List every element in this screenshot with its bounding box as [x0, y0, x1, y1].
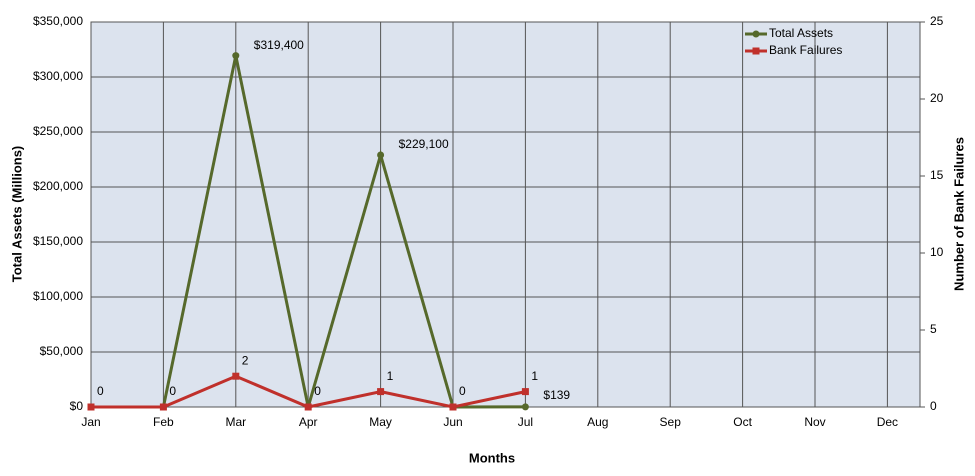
y-tick-label: $250,000 — [33, 124, 83, 138]
legend-marker — [752, 30, 760, 38]
data-label: 2 — [242, 353, 249, 367]
x-axis-label: Months — [469, 450, 515, 465]
y2-tick-label: 0 — [930, 399, 937, 413]
y-tick-label: $150,000 — [33, 234, 83, 248]
data-label: 0 — [97, 384, 104, 398]
marker — [377, 388, 385, 396]
data-label: $319,400 — [254, 38, 304, 52]
legend-label: Total Assets — [769, 26, 833, 40]
y-tick-label: $350,000 — [33, 14, 83, 28]
y-tick-label: $50,000 — [40, 344, 84, 358]
x-tick-label: Jan — [81, 415, 100, 429]
data-label: 0 — [459, 384, 466, 398]
y2-tick-label: 25 — [930, 14, 944, 28]
x-tick-label: Mar — [225, 415, 246, 429]
marker — [304, 403, 312, 411]
marker — [232, 52, 240, 60]
plot-area — [90, 21, 921, 408]
x-tick-label: Oct — [733, 415, 752, 429]
marker — [232, 372, 240, 380]
y-tick-label: $200,000 — [33, 179, 83, 193]
y2-tick-label: 20 — [930, 91, 944, 105]
marker — [521, 388, 529, 396]
marker — [449, 403, 457, 411]
y-axis-label: Total Assets (Millions) — [9, 146, 24, 283]
marker — [377, 151, 385, 159]
y2-tick-label: 10 — [930, 245, 944, 259]
x-tick-label: Aug — [587, 415, 608, 429]
legend-marker — [752, 47, 760, 55]
x-tick-label: Apr — [299, 415, 318, 429]
marker — [87, 403, 95, 411]
y-tick-label: $100,000 — [33, 289, 83, 303]
marker — [159, 403, 167, 411]
data-label: $229,100 — [399, 137, 449, 151]
x-tick-label: Feb — [153, 415, 174, 429]
data-label: 1 — [387, 369, 394, 383]
x-tick-label: Sep — [660, 415, 682, 429]
data-label: 0 — [314, 384, 321, 398]
y2-axis-label: Number of Bank Failures — [951, 137, 966, 291]
data-label: 1 — [531, 369, 538, 383]
x-tick-label: May — [369, 415, 392, 429]
legend-label: Bank Failures — [769, 43, 842, 57]
y-tick-label: $0 — [70, 399, 84, 413]
y-tick-label: $300,000 — [33, 69, 83, 83]
marker — [521, 403, 529, 411]
x-tick-label: Nov — [804, 415, 825, 429]
data-label: 0 — [169, 384, 176, 398]
y2-tick-label: 5 — [930, 322, 937, 336]
y2-tick-label: 15 — [930, 168, 944, 182]
x-tick-label: Dec — [877, 415, 898, 429]
x-tick-label: Jun — [443, 415, 462, 429]
x-tick-label: Jul — [518, 415, 533, 429]
data-label: $139 — [543, 388, 570, 402]
